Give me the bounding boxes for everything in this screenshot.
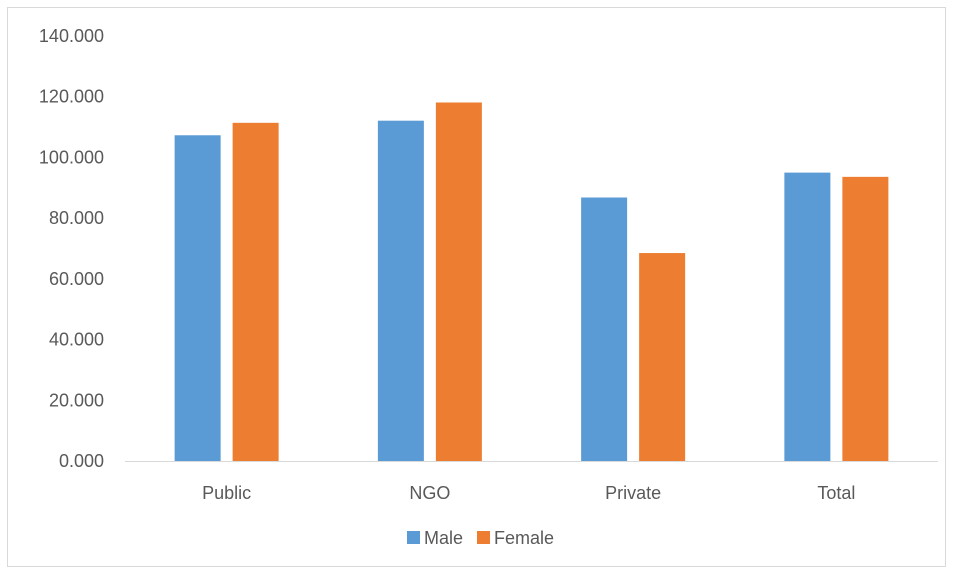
bar-male-private <box>581 197 628 461</box>
bar-female-public <box>232 122 279 462</box>
y-tick-label: 60.000 <box>49 269 104 289</box>
legend: Male Female <box>407 528 554 548</box>
bar-female-total <box>842 176 889 461</box>
x-tick-label: Private <box>605 483 661 503</box>
y-axis-ticks: 0.000 20.000 40.000 60.000 80.000 100.000 120.… <box>39 26 104 471</box>
y-tick-label: 100.000 <box>39 147 104 167</box>
bar-male-ngo <box>377 120 424 462</box>
y-tick-label: 0.000 <box>59 451 104 471</box>
bar-male-public <box>174 135 221 461</box>
legend-swatch-female <box>477 531 491 544</box>
y-tick-label: 40.000 <box>49 330 104 350</box>
x-tick-label: Total <box>817 483 855 503</box>
bars <box>174 102 889 462</box>
y-tick-label: 80.000 <box>49 208 104 228</box>
x-tick-label: NGO <box>409 483 450 503</box>
y-tick-label: 140.000 <box>39 26 104 46</box>
y-tick-label: 120.000 <box>39 87 104 107</box>
legend-label-female: Female <box>494 528 554 548</box>
bar-female-ngo <box>435 102 482 461</box>
bar-female-private <box>639 253 686 461</box>
x-axis-labels: Public NGO Private Total <box>202 483 855 503</box>
legend-swatch-male <box>407 531 420 544</box>
bar-male-total <box>784 172 831 461</box>
legend-label-male: Male <box>424 528 463 548</box>
x-tick-label: Public <box>202 483 251 503</box>
y-tick-label: 20.000 <box>49 390 104 410</box>
